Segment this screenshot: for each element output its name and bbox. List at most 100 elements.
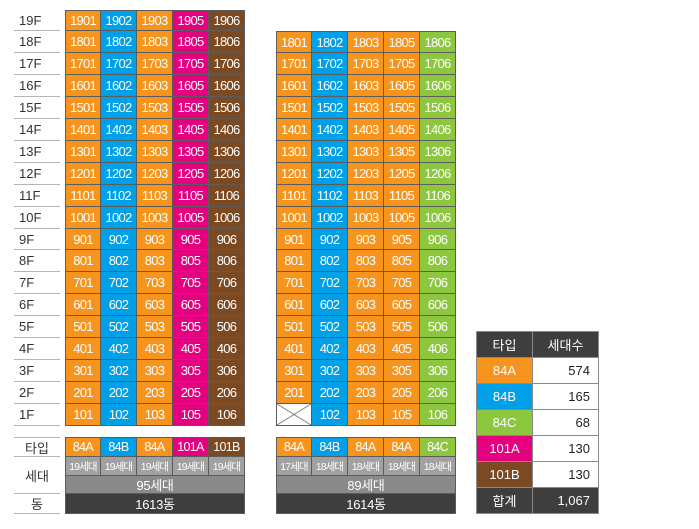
unit-cell: 1006 <box>209 207 245 229</box>
unit-cell: 1502 <box>101 97 137 119</box>
unit-cell: 201 <box>276 382 312 404</box>
legend-type: 84A <box>476 357 533 384</box>
floor-label: 19F <box>14 10 60 31</box>
type-cell: 84A <box>384 437 420 457</box>
unit-cell: 105 <box>173 404 209 426</box>
unit-cell: 1205 <box>173 163 209 185</box>
unit-cell: 702 <box>312 272 348 294</box>
type-cell: 84A <box>276 437 312 457</box>
unit-cell: 1605 <box>384 75 420 97</box>
unit-cell: 1103 <box>137 185 173 207</box>
unit-cell: 106 <box>420 404 456 426</box>
unit-cell: 1801 <box>65 31 101 53</box>
unit-cell: 1906 <box>209 10 245 31</box>
unit-cell: 1201 <box>276 163 312 185</box>
unit-cell: 1302 <box>312 141 348 163</box>
unit-cell: 1806 <box>209 31 245 53</box>
units-cell: 19세대 <box>65 457 101 476</box>
floor-label: 4F <box>14 338 60 360</box>
type-cell: 84C <box>420 437 456 457</box>
unit-cell: 703 <box>137 272 173 294</box>
unit-cell: 105 <box>384 404 420 426</box>
unit-cell: 1402 <box>312 119 348 141</box>
units-cell: 19세대 <box>137 457 173 476</box>
unit-cell: 603 <box>348 294 384 316</box>
unit-cell: 702 <box>101 272 137 294</box>
units-cell: 17세대 <box>276 457 312 476</box>
unit-cell: 1703 <box>137 53 173 75</box>
unit-cell: 405 <box>384 338 420 360</box>
units-cell: 18세대 <box>312 457 348 476</box>
unit-cell: 502 <box>312 316 348 338</box>
legend-type: 84B <box>476 383 533 410</box>
type-cell: 84A <box>65 437 101 457</box>
building-total-units: 89세대 <box>276 476 456 494</box>
legend-total-row: 합계 1,067 <box>476 487 599 514</box>
unit-cell: 305 <box>384 360 420 382</box>
legend-type: 101A <box>476 435 533 462</box>
unit-cell: 1605 <box>173 75 209 97</box>
floor-label: 1F <box>14 404 60 426</box>
unit-cell: 201 <box>65 382 101 404</box>
floor-label: 10F <box>14 207 60 229</box>
unit-cell: 1706 <box>209 53 245 75</box>
floor-label: 16F <box>14 75 60 97</box>
legend-row: 101B 130 <box>476 461 599 488</box>
unit-cell: 1803 <box>348 31 384 53</box>
unit-cell: 1806 <box>420 31 456 53</box>
unit-cell: 1305 <box>173 141 209 163</box>
floor-label: 15F <box>14 97 60 119</box>
unit-cell: 503 <box>348 316 384 338</box>
type-cell: 84A <box>137 437 173 457</box>
unit-cell: 1602 <box>312 75 348 97</box>
unit-cell: 402 <box>312 338 348 360</box>
legend-count: 130 <box>532 461 599 488</box>
legend-type: 101B <box>476 461 533 488</box>
unit-cell: 1001 <box>276 207 312 229</box>
unit-cell: 701 <box>276 272 312 294</box>
unit-cell: 1801 <box>276 31 312 53</box>
unit-cell: 905 <box>173 229 209 250</box>
unit-cell: 1406 <box>209 119 245 141</box>
building-name: 1614동 <box>276 494 456 514</box>
unit-cell: 802 <box>312 250 348 272</box>
unit-cell: 706 <box>209 272 245 294</box>
unit-cell: 1505 <box>173 97 209 119</box>
unit-cell: 1701 <box>65 53 101 75</box>
unit-cell: 606 <box>420 294 456 316</box>
unit-cell: 406 <box>209 338 245 360</box>
units-cell: 18세대 <box>420 457 456 476</box>
type-cell: 84A <box>348 437 384 457</box>
unit-cell: 302 <box>312 360 348 382</box>
unit-cell: 805 <box>173 250 209 272</box>
unit-cell: 1203 <box>137 163 173 185</box>
unit-cell: 206 <box>420 382 456 404</box>
unit-cell: 1703 <box>348 53 384 75</box>
type-cell: 101A <box>173 437 209 457</box>
unit-cell: 803 <box>348 250 384 272</box>
unit-cell: 905 <box>384 229 420 250</box>
unit-cell: 202 <box>312 382 348 404</box>
units-cell: 19세대 <box>173 457 209 476</box>
unit-cell: 1405 <box>173 119 209 141</box>
unit-cell: 1401 <box>65 119 101 141</box>
floor-label: 17F <box>14 53 60 75</box>
units-cell: 19세대 <box>209 457 245 476</box>
unit-cell: 1301 <box>276 141 312 163</box>
unit-cell: 1505 <box>384 97 420 119</box>
empty-unit-cell <box>276 404 312 426</box>
unit-cell: 505 <box>384 316 420 338</box>
unit-cell: 302 <box>101 360 137 382</box>
cross-mark-icon <box>277 404 311 425</box>
unit-cell: 1003 <box>137 207 173 229</box>
unit-cell: 1403 <box>348 119 384 141</box>
floor-label: 18F <box>14 31 60 53</box>
unit-cell: 1206 <box>420 163 456 185</box>
unit-cell: 506 <box>420 316 456 338</box>
unit-cell: 303 <box>348 360 384 382</box>
unit-cell: 902 <box>101 229 137 250</box>
legend-row: 84C 68 <box>476 409 599 436</box>
unit-cell: 1702 <box>312 53 348 75</box>
building-row-label: 동 <box>14 494 60 514</box>
unit-cell: 301 <box>276 360 312 382</box>
